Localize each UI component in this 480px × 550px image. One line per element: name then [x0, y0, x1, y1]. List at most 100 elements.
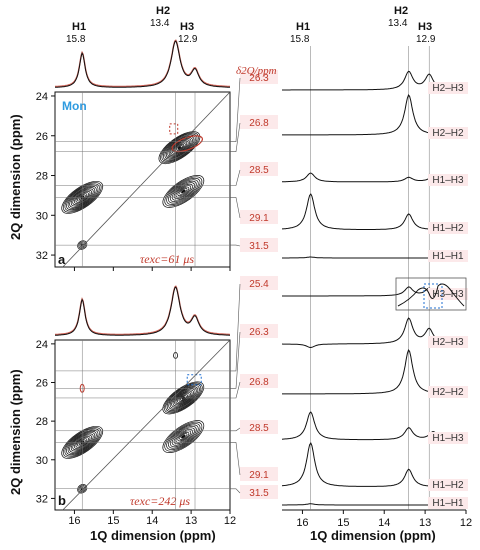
slice-label-bg — [240, 485, 278, 499]
contour-level — [175, 185, 192, 198]
slice-shift-label: 29.1 — [249, 470, 269, 481]
contour-level — [72, 189, 93, 206]
y-tick-label: 24 — [36, 339, 48, 351]
contour-level — [79, 486, 85, 492]
slice-pair-label: H1–H2 — [432, 480, 464, 491]
contour-level — [162, 381, 205, 415]
slice-pair-label: H2–H2 — [432, 128, 464, 139]
right-x-tick-label: 16 — [296, 517, 308, 529]
right-peak-ppm-h3: 12.9 — [416, 34, 436, 45]
contour-level — [77, 438, 88, 447]
left-peak-ppm-h2: 13.4 — [150, 18, 170, 29]
y-tick-label: 30 — [36, 210, 48, 222]
contour-level — [178, 394, 188, 402]
right-x-tick-label: 12 — [460, 517, 472, 529]
contour-level — [181, 189, 186, 194]
pair-label-bg — [428, 479, 468, 491]
right-x-tick-label: 14 — [378, 517, 390, 529]
contour-level — [64, 183, 100, 212]
contour-level — [166, 177, 201, 205]
diagonal-line — [62, 91, 231, 268]
slice-shift-label: 28.5 — [249, 423, 269, 434]
contour-level — [165, 383, 202, 413]
x-tick-label: 13 — [185, 515, 197, 527]
y-tick-label: 30 — [36, 455, 48, 467]
projection-line — [55, 286, 230, 336]
slice-shift-label: 31.5 — [249, 241, 269, 252]
contour-level — [173, 183, 193, 200]
contour-level — [162, 420, 205, 453]
y-tick-label: 24 — [36, 91, 48, 103]
contour-level — [75, 192, 89, 203]
left-peak-name-h1: H1 — [72, 21, 86, 33]
contour-level — [61, 426, 104, 459]
y-tick-label: 26 — [36, 378, 48, 390]
slice-shift-label: 26.3 — [249, 327, 269, 338]
slice-label-bg — [240, 374, 278, 388]
slice-connector — [230, 381, 241, 399]
contour-level — [169, 387, 197, 409]
slice-shift-label: 26.3 — [249, 73, 269, 84]
mon-label: Mon — [62, 99, 87, 113]
contour-level — [77, 193, 88, 202]
contour-level — [67, 430, 97, 454]
slice-label-bg — [240, 70, 278, 84]
inset-box — [395, 277, 467, 311]
contour-level — [160, 132, 199, 163]
contour-level — [163, 382, 203, 414]
pair-label-bg — [428, 174, 468, 186]
slice-pair-label: H2–H3 — [432, 83, 464, 94]
pair-label-bg — [428, 497, 468, 509]
contour-level — [177, 146, 182, 150]
pair-label-bg — [428, 222, 468, 234]
projection-fit-line — [55, 39, 230, 88]
left-axes: 24 26 28 30 32 24 26 28 30 32 16 15 14 13 12 — [36, 91, 236, 527]
contour-level — [70, 188, 94, 207]
panel-letter-b: b — [58, 493, 66, 508]
contour-level — [72, 434, 93, 451]
slice-connector — [230, 122, 241, 152]
contour-level — [61, 181, 104, 214]
tau-label-a: τexc=61 μs — [140, 252, 194, 266]
slice-shift-label: 28.5 — [249, 165, 269, 176]
x-tick-label: 14 — [146, 515, 158, 527]
pair-label-bg — [428, 336, 468, 348]
contour-level — [166, 384, 200, 411]
contour-level — [171, 427, 195, 446]
slice-pair-label: H1–H2 — [432, 223, 464, 234]
slice-label-bg — [240, 420, 278, 434]
pair-label-bg — [428, 288, 468, 300]
contour-level — [69, 187, 96, 208]
panel-b-frame — [54, 339, 231, 511]
projection-b — [55, 285, 230, 336]
contour-level — [179, 433, 188, 440]
dashed-marker-box — [169, 123, 179, 135]
slice-connector — [230, 77, 241, 142]
contour-level — [162, 175, 205, 208]
slice-shift-label: 29.1 — [249, 213, 269, 224]
slice-connector — [230, 244, 241, 247]
contour-level — [66, 184, 99, 211]
pair-label-bg — [428, 432, 468, 444]
contour-level — [173, 428, 193, 445]
contour-level — [180, 395, 187, 401]
contour-level — [74, 435, 91, 449]
contour-level — [75, 437, 89, 448]
right-x-tick-label: 13 — [419, 517, 431, 529]
right-peak-name-h3: H3 — [418, 21, 432, 33]
projection-a — [55, 39, 230, 88]
right-peak-name-h2: H2 — [394, 5, 408, 17]
slice-pair-label: H1–H3 — [432, 175, 464, 186]
contour-level — [174, 390, 193, 406]
contour-level — [169, 426, 197, 448]
contour-level — [62, 427, 102, 458]
slice-connector — [230, 283, 241, 372]
slice-connector — [230, 169, 241, 186]
right-peak-ppm-h1: 15.8 — [290, 34, 310, 45]
contour-level — [176, 145, 183, 151]
diagonal-line — [62, 339, 231, 511]
contour-level — [70, 433, 94, 452]
inset-dashed-box — [423, 283, 443, 309]
right-xlabel: 1Q dimension (ppm) — [310, 528, 436, 543]
